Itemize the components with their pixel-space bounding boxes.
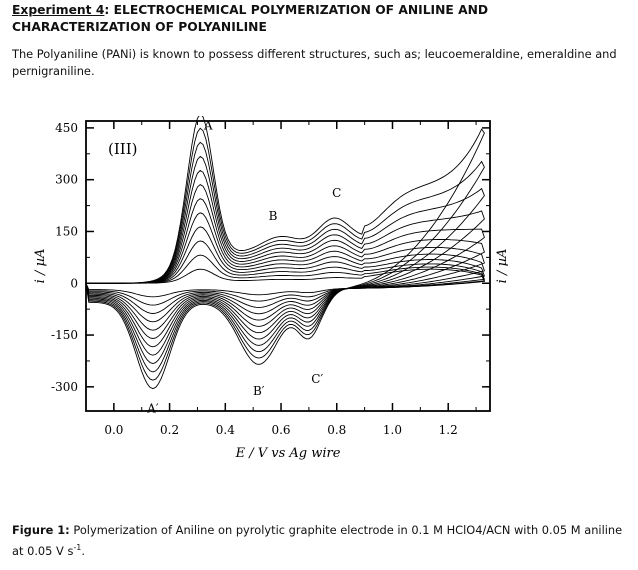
x-axis-label: E / V vs Ag wire — [235, 446, 341, 461]
peak-label: C′ — [311, 372, 323, 386]
x-tick-label: 0.6 — [271, 423, 290, 437]
cv-cycle-6 — [85, 198, 485, 339]
plot-frame — [85, 120, 491, 412]
x-tick-label: 0.4 — [216, 423, 235, 437]
experiment-label: Experiment 4 — [12, 3, 105, 17]
peak-label: B — [269, 209, 278, 223]
y-tick-label: 450 — [55, 121, 78, 135]
cv-chart: 0.0 0.2 0.4 0.6 0.8 1.0 1.24503001500-150-300 … — [33, 113, 510, 461]
figure-cv-plot: 0.0 0.2 0.4 0.6 0.8 1.0 1.2 450 300 150 0 -150 -300 … — [18, 113, 510, 482]
cv-cycle-1 — [85, 268, 486, 298]
panel-label: (III) — [108, 140, 137, 158]
cv-cycle-11 — [85, 127, 485, 381]
peak-label: A — [203, 118, 213, 132]
cv-cycle-9 — [85, 155, 485, 364]
cv-cycle-12 — [85, 113, 485, 390]
cv-cycle-7 — [85, 184, 485, 348]
peak-label: C — [332, 186, 341, 200]
y-tick-label: -150 — [51, 328, 78, 342]
y-tick-label: 0 — [70, 276, 78, 290]
x-tick-label: 1.0 — [383, 423, 402, 437]
peak-label: A′ — [146, 401, 159, 415]
cv-curves — [85, 113, 486, 390]
y-tick-label: -300 — [51, 380, 78, 394]
axis-ticks — [85, 121, 490, 411]
y-axis-label-left: i / µA — [33, 249, 48, 284]
tick-labels: 0.0 0.2 0.4 0.6 0.8 1.0 1.2 450 300 150 0 -150 -300 — [51, 121, 458, 437]
figure-label: Figure 1: — [12, 523, 70, 537]
caption-superscript: -1 — [73, 543, 82, 552]
peak-labels: A B C A′ B′ C′ — [146, 118, 341, 415]
figure-caption: Figure 1: Polymerization of Aniline on p… — [12, 522, 630, 560]
caption-text: Polymerization of Aniline on pyrolytic g… — [12, 523, 623, 558]
caption-end: . — [81, 543, 86, 558]
experiment-heading: Experiment 4: ELECTROCHEMICAL POLYMERIZA… — [12, 2, 630, 36]
intro-paragraph: The Polyaniline (PANi) is known to posse… — [12, 47, 617, 78]
cv-cycle-8 — [85, 169, 485, 356]
cv-cycle-3 — [85, 240, 486, 314]
cv-cycle-10 — [85, 141, 485, 373]
experiment-title: ELECTROCHEMICAL POLYMERIZATION OF ANILIN… — [12, 3, 489, 34]
peak-label: B′ — [253, 384, 265, 398]
x-tick-label: 1.2 — [439, 423, 458, 437]
cv-cycle-2 — [85, 254, 486, 306]
y-axis-label-right: i / µA — [495, 249, 508, 284]
x-tick-label: 0.0 — [104, 423, 123, 437]
x-tick-label: 0.8 — [327, 423, 346, 437]
heading-colon: : — [104, 3, 110, 17]
y-tick-label: 300 — [55, 173, 78, 187]
y-tick-label: 150 — [55, 224, 78, 238]
cv-cycle-5 — [85, 212, 485, 331]
x-tick-label: 0.2 — [160, 423, 179, 437]
cv-cycle-4 — [85, 226, 486, 323]
